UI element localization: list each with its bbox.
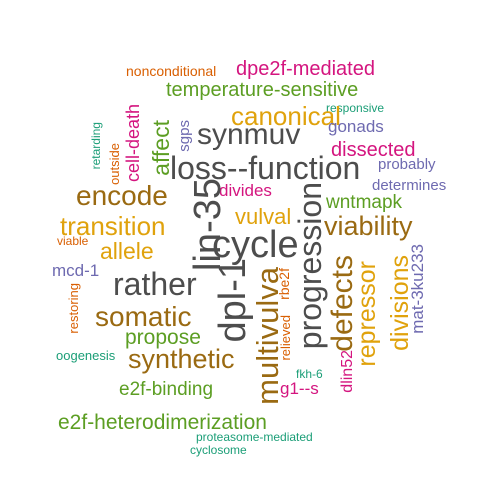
word: cell-death xyxy=(123,104,143,183)
word: mat-3ku233 xyxy=(408,244,427,334)
word: dpl-1 xyxy=(212,258,254,343)
word: repressor xyxy=(353,261,381,367)
word: determines xyxy=(372,177,447,194)
word: propose xyxy=(125,326,201,349)
word: retarding xyxy=(89,122,103,170)
word: oogenesis xyxy=(56,348,116,363)
word: somatic xyxy=(95,301,192,332)
word: probably xyxy=(378,156,436,173)
word: responsive xyxy=(326,101,385,115)
word: encode xyxy=(76,180,168,211)
word: e2f-binding xyxy=(119,379,214,400)
word: restoring xyxy=(66,283,81,334)
word: cyclosome xyxy=(190,443,247,457)
word: allele xyxy=(100,238,154,264)
word: nonconditional xyxy=(126,63,217,79)
word: wntmapk xyxy=(326,192,403,213)
word: synthetic xyxy=(128,344,235,374)
word: progression xyxy=(292,182,328,350)
word: fkh-6 xyxy=(296,367,323,381)
word: vulval xyxy=(235,204,292,229)
word: multivulva xyxy=(250,267,285,405)
word: divides xyxy=(219,181,272,200)
word: g1--s xyxy=(280,379,319,398)
word: outside xyxy=(107,143,122,185)
word: canonical xyxy=(231,101,341,131)
word: synmuv xyxy=(197,118,301,151)
word: viable xyxy=(57,234,89,248)
word: temperature-sensitive xyxy=(166,79,359,101)
word: rather xyxy=(113,266,197,302)
word: dissected xyxy=(331,139,416,161)
word: loss--function xyxy=(170,150,361,186)
word: proteasome-mediated xyxy=(196,430,313,444)
word: viability xyxy=(324,211,413,241)
word: mcd-1 xyxy=(52,261,100,280)
word: sgps xyxy=(176,120,193,152)
word: e2f-heterodimerization xyxy=(58,411,267,434)
word: dpe2f-mediated xyxy=(236,58,375,80)
word: transition xyxy=(60,211,166,241)
word: dlin52 xyxy=(339,350,356,393)
word: cycle xyxy=(212,224,299,266)
word: gonads xyxy=(328,117,384,136)
